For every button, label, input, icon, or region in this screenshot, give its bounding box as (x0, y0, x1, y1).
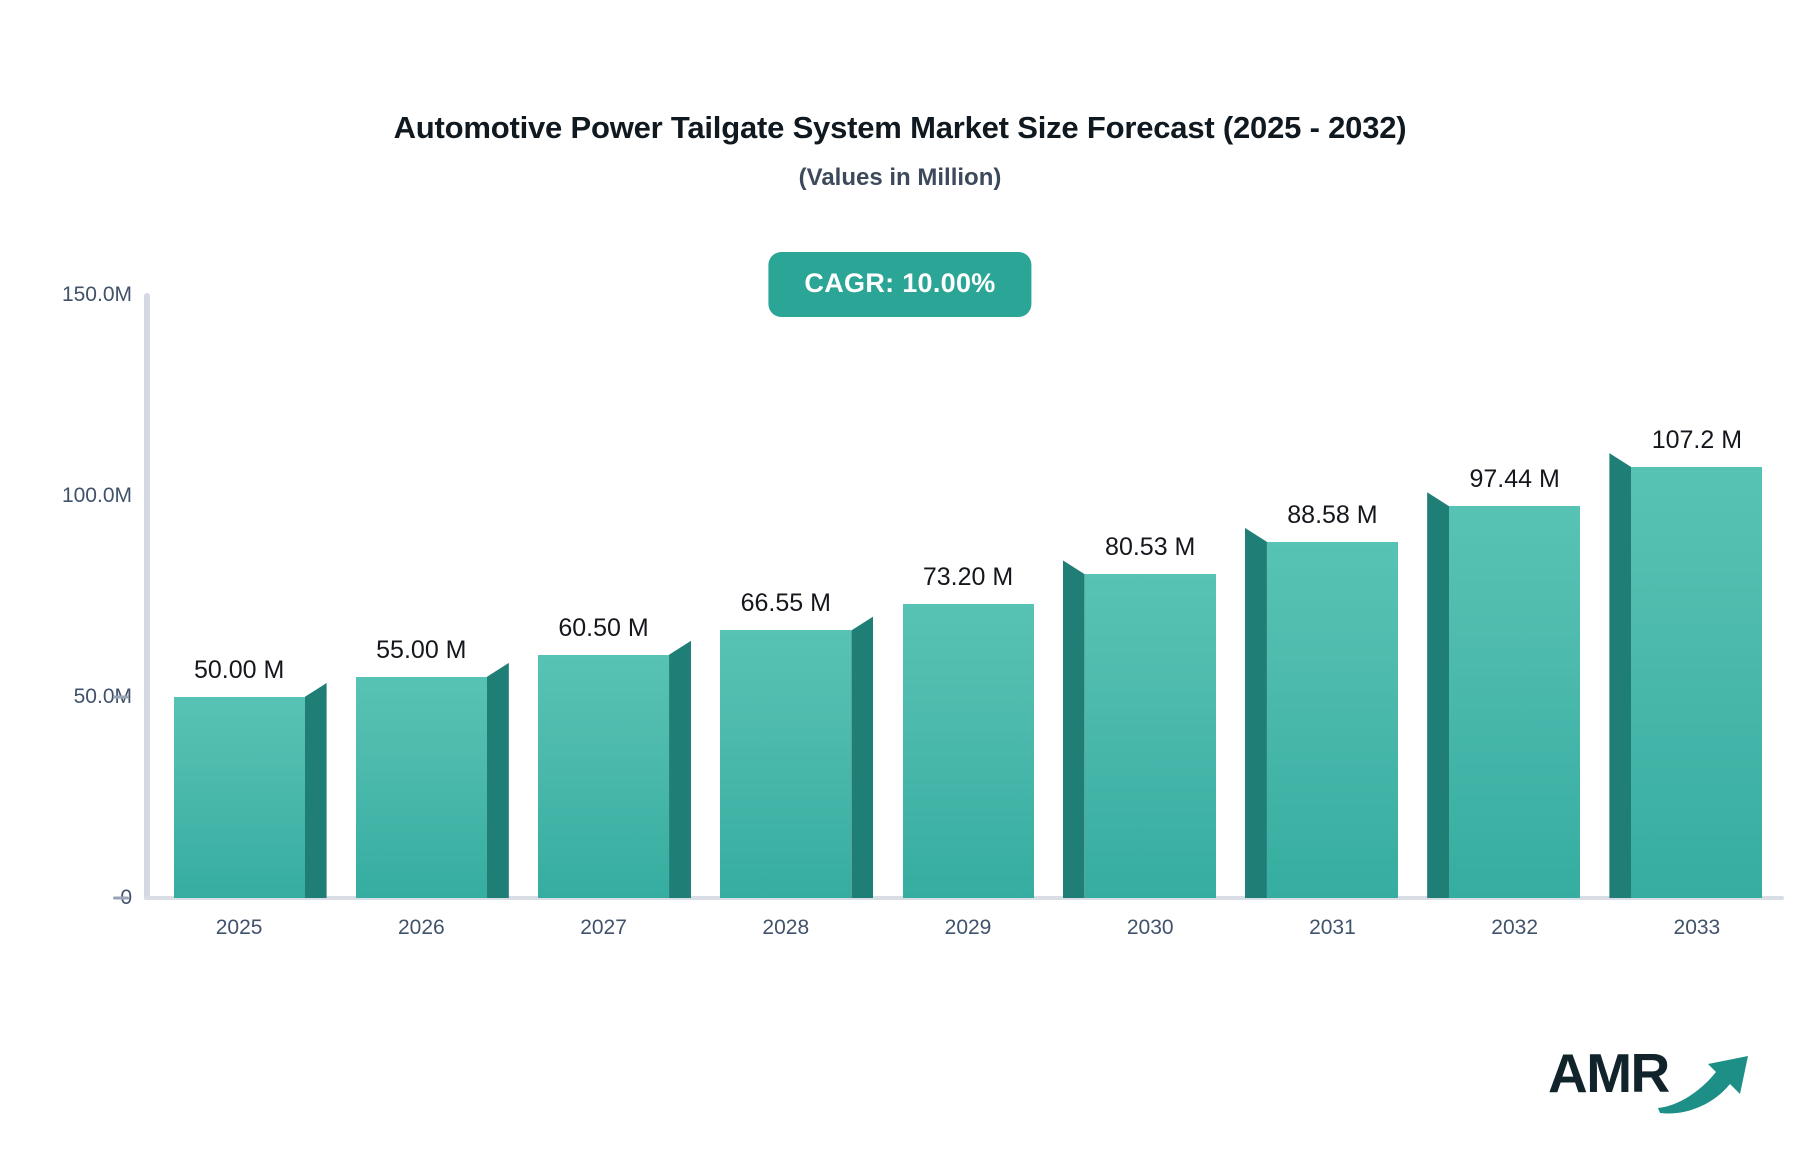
bar-value-label: 66.55 M (740, 589, 831, 618)
logo-text: AMR (1548, 1042, 1670, 1104)
x-axis-tick-label: 2026 (397, 916, 445, 939)
bar-side-face (851, 616, 874, 898)
bar[interactable]: 88.58 M (1244, 501, 1398, 898)
bar-front-face (902, 603, 1034, 898)
y-axis-line (144, 293, 150, 900)
x-axis-tick-label: 2032 (1491, 916, 1539, 939)
bar-front-face (720, 630, 852, 898)
bar[interactable]: 73.20 M (902, 563, 1034, 898)
y-axis-tick-mark (113, 896, 129, 900)
bar-front-face (538, 654, 670, 898)
growth-arrow-icon (1658, 1056, 1748, 1114)
bar-value-label: 73.20 M (922, 562, 1014, 591)
y-axis-tick-label: 50.0M (73, 685, 132, 708)
bar-front-face (355, 676, 487, 898)
bar-value-label: 88.58 M (1287, 500, 1378, 529)
bar[interactable]: 66.55 M (720, 589, 874, 898)
bar-side-face (304, 683, 327, 898)
bar-side-face (1062, 560, 1085, 898)
bar-value-label: 97.44 M (1469, 465, 1560, 494)
chart-title: Automotive Power Tailgate System Market … (393, 110, 1407, 145)
x-axis-tick-label: 2028 (762, 916, 810, 939)
title-block: Automotive Power Tailgate System Market … (0, 110, 1800, 191)
bar-value-label: 55.00 M (376, 635, 467, 664)
bar[interactable]: 80.53 M (1062, 533, 1216, 898)
bar-value-label: 50.00 M (193, 656, 285, 684)
bar-side-face (1609, 453, 1632, 898)
bar[interactable]: 55.00 M (355, 636, 509, 898)
bar-front-face (1631, 467, 1763, 898)
bar[interactable]: 60.50 M (538, 614, 692, 898)
bar-value-label: 107.2 M (1651, 426, 1743, 455)
x-axis-tick-label: 2025 (215, 916, 263, 939)
bar-front-face (1449, 506, 1581, 898)
bar-front-face (1266, 541, 1398, 898)
bar-side-face (1427, 492, 1450, 898)
y-axis-tick-mark (113, 695, 129, 699)
y-axis-tick-label: 150.0M (61, 283, 132, 306)
x-axis-tick-label: 2031 (1309, 916, 1356, 939)
bar-front-face (173, 697, 305, 898)
bar-front-face (1084, 574, 1216, 898)
x-axis-tick-label: 2027 (580, 916, 627, 939)
x-axis-line (144, 896, 1784, 900)
bar[interactable]: 50.00 M (173, 656, 327, 898)
bar[interactable]: 97.44 M (1427, 465, 1581, 898)
bar-side-face (669, 640, 692, 898)
bar-value-label: 80.53 M (1105, 533, 1196, 562)
amr-logo: AMR (1548, 1040, 1748, 1120)
x-axis-tick-label: 2030 (1126, 916, 1174, 939)
cagr-badge: CAGR: 10.00% (768, 252, 1032, 317)
bar-value-label: 60.50 M (558, 613, 649, 642)
bar[interactable]: 107.2 M (1609, 426, 1763, 898)
bar-side-face (486, 662, 509, 898)
x-axis-tick-label: 2033 (1673, 916, 1721, 939)
x-axis-tick-label: 2029 (944, 916, 992, 939)
y-axis-tick-label: 100.0M (61, 484, 132, 507)
bar-side-face (1244, 527, 1267, 898)
chart-subtitle: (Values in Million) (798, 163, 1002, 191)
